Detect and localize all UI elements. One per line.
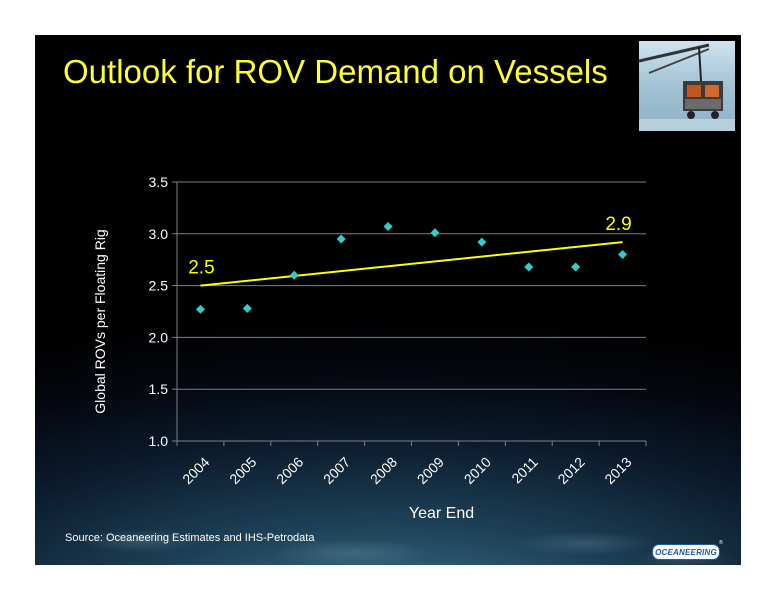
slide-title: Outlook for ROV Demand on Vessels <box>63 53 608 90</box>
slide: Outlook for ROV Demand on Vessels 1.0 1.5… <box>35 35 741 565</box>
x-tick-label: 2013 <box>601 454 634 487</box>
y-tick-label: 3.0 <box>149 226 169 242</box>
trendline-annotation: 2.5 <box>188 258 214 279</box>
data-point <box>195 304 205 314</box>
scatter-chart: 1.0 1.5 2.0 2.5 3.0 3.5 2004 2005 2006 2007 2008 20… <box>92 174 647 522</box>
registered-mark: ® <box>719 540 723 546</box>
x-tick-label: 2009 <box>414 454 447 487</box>
logo-text: OCEANEERING <box>655 547 717 557</box>
rov-photo-illustration <box>639 43 735 131</box>
x-tick-label: 2011 <box>508 454 541 487</box>
y-tick-label: 2.0 <box>149 329 169 345</box>
x-tick-label: 2006 <box>273 454 306 487</box>
data-point <box>477 237 487 247</box>
data-point <box>430 228 440 238</box>
y-tick-label: 1.5 <box>149 381 169 397</box>
x-tick-label: 2008 <box>367 454 400 487</box>
data-point <box>571 262 581 272</box>
y-tick-label: 3.5 <box>149 174 169 190</box>
rov-photo <box>639 41 735 131</box>
x-tick-label: 2010 <box>461 454 494 487</box>
y-tick-label: 1.0 <box>149 433 169 449</box>
oceaneering-logo: OCEANEERING <box>652 544 720 560</box>
x-tick-label: 2004 <box>179 454 212 487</box>
trendline-annotation: 2.9 <box>605 214 631 235</box>
data-point <box>336 234 346 244</box>
y-axis-title: Global ROVs per Floating Rig <box>92 229 108 413</box>
x-tick-label: 2007 <box>320 454 353 487</box>
y-tick-label: 2.5 <box>149 278 169 294</box>
x-tick-label: 2005 <box>226 454 259 487</box>
data-point <box>289 270 299 280</box>
data-point <box>524 262 534 272</box>
trendline <box>200 241 623 287</box>
x-axis-title: Year End <box>409 505 474 522</box>
data-point <box>618 250 628 260</box>
data-point <box>383 222 393 232</box>
source-note: Source: Oceaneering Estimates and IHS-Pe… <box>65 532 315 544</box>
x-tick-label: 2012 <box>554 454 587 487</box>
data-point <box>242 303 252 313</box>
seafloor-background <box>35 445 741 565</box>
